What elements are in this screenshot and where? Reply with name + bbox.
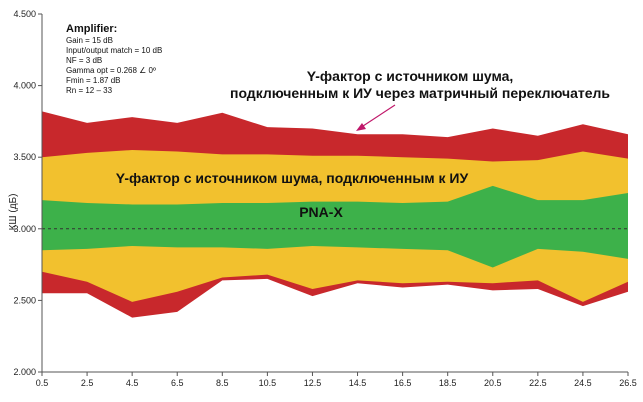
x-tick-label: 14.5 bbox=[349, 378, 367, 388]
band-group bbox=[42, 111, 628, 318]
amplifier-match: Input/output match = 10 dB bbox=[66, 46, 162, 55]
amplifier-gain: Gain = 15 dB bbox=[66, 36, 113, 45]
y-tick-label: 2.000 bbox=[13, 367, 36, 377]
y-tick-label: 2.500 bbox=[13, 295, 36, 305]
x-tick-label: 26.5 bbox=[619, 378, 637, 388]
red-band-label-line2: подключенным к ИУ через матричный перекл… bbox=[230, 85, 610, 101]
x-tick-label: 10.5 bbox=[259, 378, 277, 388]
y-tick-label: 4.000 bbox=[13, 81, 36, 91]
x-tick-label: 18.5 bbox=[439, 378, 457, 388]
amplifier-gamma: Gamma opt = 0.268 ∠ 0º bbox=[66, 66, 156, 75]
x-tick-label: 24.5 bbox=[574, 378, 592, 388]
x-tick-label: 16.5 bbox=[394, 378, 412, 388]
x-tick-label: 12.5 bbox=[304, 378, 322, 388]
amplifier-nf: NF = 3 dB bbox=[66, 56, 102, 65]
amplifier-annotation: Amplifier: Gain = 15 dB Input/output mat… bbox=[66, 23, 162, 95]
y-tick-label: 3.500 bbox=[13, 152, 36, 162]
x-tick-label: 8.5 bbox=[216, 378, 229, 388]
x-tick-label: 6.5 bbox=[171, 378, 184, 388]
annotation-arrow bbox=[356, 104, 396, 131]
amplifier-fmin: Fmin = 1.87 dB bbox=[66, 76, 120, 85]
amplifier-title: Amplifier: bbox=[66, 23, 117, 35]
y-tick-label: 3.000 bbox=[13, 224, 36, 234]
axes bbox=[41, 14, 628, 373]
red-band-label-line1: Y-фактор с источником шума, bbox=[307, 68, 514, 84]
x-tick-label: 4.5 bbox=[126, 378, 139, 388]
x-tick-label: 22.5 bbox=[529, 378, 547, 388]
y-tick-labels: 2.000 2.500 3.000 3.500 4.000 4.500 bbox=[13, 9, 42, 377]
x-tick-labels: 0.5 2.5 4.5 6.5 8.5 10.5 12.5 14.5 16.5 18.5 20.5 2… bbox=[36, 372, 637, 388]
x-tick-label: 2.5 bbox=[81, 378, 94, 388]
amplifier-rn: Rn = 12 – 33 bbox=[66, 86, 113, 95]
yellow-band-label: Y-фактор с источником шума, подключенным… bbox=[116, 170, 469, 186]
y-tick-label: 4.500 bbox=[13, 9, 36, 19]
green-band-label: PNA-X bbox=[299, 204, 343, 220]
x-tick-label: 0.5 bbox=[36, 378, 49, 388]
x-tick-label: 20.5 bbox=[484, 378, 502, 388]
green-band-area bbox=[42, 185, 628, 268]
y-axis-label: КШ (дБ) bbox=[8, 194, 19, 231]
